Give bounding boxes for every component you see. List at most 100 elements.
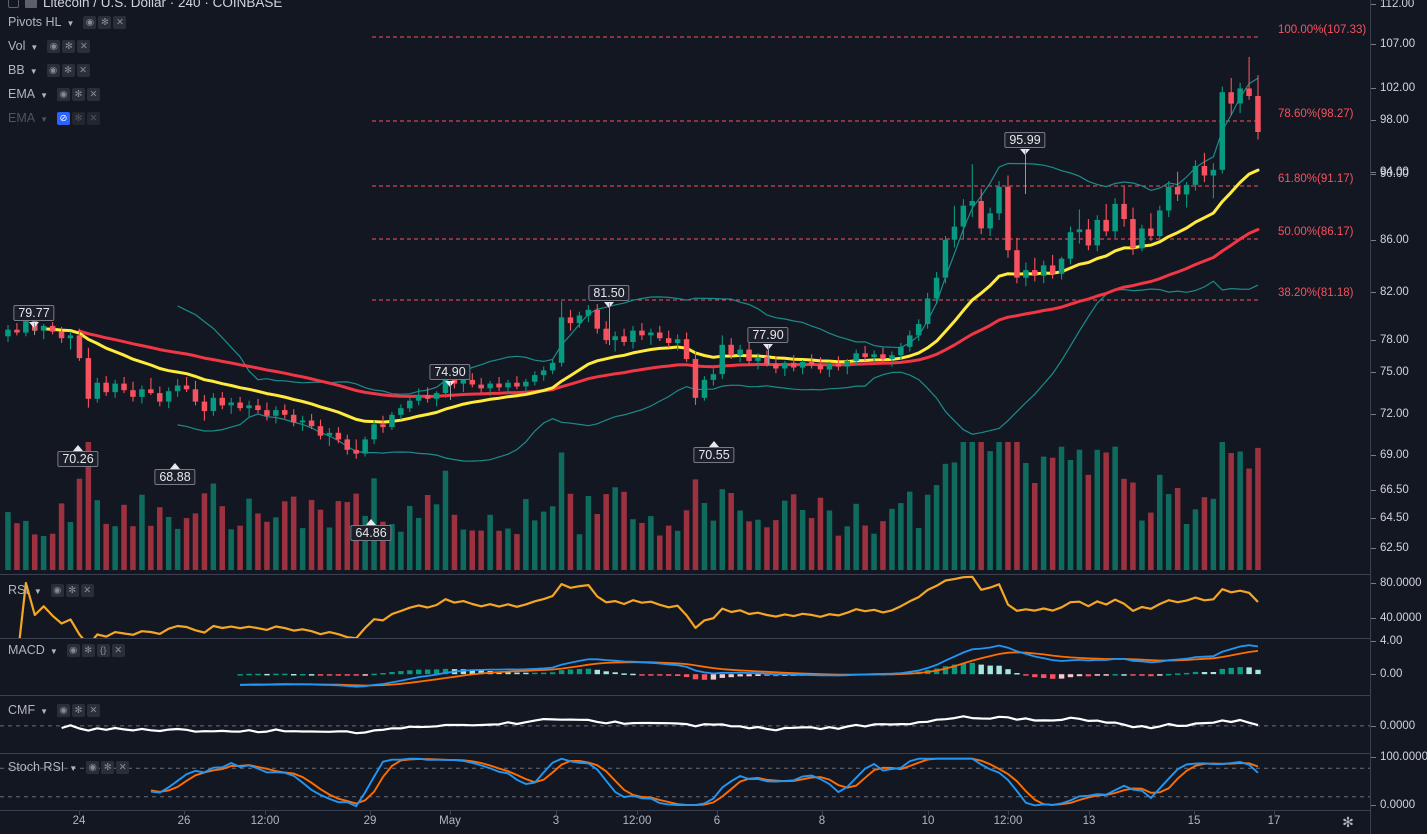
price-scale[interactable]: 112.00 107.00 102.00 98.00 94.00 90.00 86.00 82… (1370, 0, 1427, 834)
pivot-stem (1025, 150, 1026, 194)
price-axis-tick-label: 112.00 (1380, 0, 1415, 10)
legend-pivots-hl[interactable]: Pivots HL ▼ ◉ ✻ ✕ (8, 15, 127, 29)
eye-icon[interactable]: ◉ (57, 87, 71, 101)
legend-rsi[interactable]: RSI ▼ ◉ ✻ ✕ (8, 583, 94, 597)
chevron-down-icon[interactable]: ▼ (66, 18, 75, 28)
legend-stoch-rsi[interactable]: Stoch RSI ▼ ◉ ✻ ✕ (8, 760, 130, 774)
pane-separator[interactable] (0, 638, 1427, 639)
price-axis-tick-label: 62.50 (1380, 542, 1409, 554)
time-axis-tick-label: 12:00 (250, 815, 280, 827)
indicator-axis-tick: 0.0000 (1371, 720, 1427, 732)
pivot-marker-icon (170, 463, 180, 469)
eye-icon[interactable]: ◉ (46, 63, 60, 77)
price-axis-tick: 112.00 (1371, 0, 1427, 10)
price-axis-tick: 98.00 (1371, 114, 1427, 126)
time-axis-tick-label: May (439, 815, 461, 827)
time-axis-mark (822, 811, 823, 815)
close-icon[interactable]: ✕ (111, 643, 125, 657)
indicator-axis-tick-label: 80.0000 (1380, 577, 1422, 589)
time-axis-tick-label: 26 (177, 815, 191, 827)
legend-label: CMF (8, 703, 36, 717)
gear-icon[interactable]: ✻ (72, 111, 86, 125)
macd-chart-canvas (237, 644, 1261, 688)
fibonacci-level-label: 78.60%(98.27) (1278, 108, 1354, 120)
time-axis-mark (370, 811, 371, 815)
eye-icon[interactable]: ◉ (57, 703, 70, 717)
indicator-axis-tick: 4.00 (1371, 635, 1427, 647)
pane-separator[interactable] (0, 695, 1427, 696)
gear-icon[interactable]: ✻ (101, 760, 115, 774)
gear-icon[interactable]: ✻ (72, 703, 85, 717)
close-icon[interactable]: ✕ (116, 760, 130, 774)
eye-icon[interactable]: ◉ (83, 15, 97, 29)
chevron-down-icon[interactable]: ▼ (40, 90, 49, 100)
fibonacci-level-label: 61.80%(91.17) (1278, 173, 1354, 185)
gear-icon[interactable]: ✻ (62, 39, 76, 53)
gear-icon[interactable]: ✻ (81, 643, 95, 657)
checkbox-icon[interactable] (8, 0, 19, 8)
bollinger-upper-band (177, 77, 1259, 395)
price-axis-tick-label: 107.00 (1380, 38, 1416, 50)
pivot-price-label: 74.90 (429, 364, 471, 380)
close-icon[interactable]: ✕ (76, 63, 90, 77)
flag-icon (25, 0, 37, 8)
close-icon[interactable]: ✕ (87, 111, 101, 125)
pane-separator[interactable] (0, 574, 1427, 575)
time-axis-mark (1089, 811, 1090, 815)
gear-icon[interactable]: ✻ (98, 15, 112, 29)
price-axis-tick: 62.50 (1371, 542, 1427, 554)
eye-icon[interactable]: ◉ (47, 39, 61, 53)
close-icon[interactable]: ✕ (87, 87, 101, 101)
chevron-down-icon[interactable]: ▼ (29, 66, 38, 76)
pivot-price-label: 70.55 (693, 447, 735, 463)
eye-icon[interactable]: ◉ (86, 760, 100, 774)
pivot-stem (768, 345, 769, 365)
chevron-down-icon[interactable]: ▼ (69, 763, 78, 773)
chevron-down-icon[interactable]: ▼ (49, 646, 58, 656)
chart-settings-gear-icon[interactable]: ✻ (1342, 814, 1354, 830)
legend-bb[interactable]: BB ▼ ◉ ✻ ✕ (8, 63, 90, 77)
gear-icon[interactable]: ✻ (61, 63, 75, 77)
pivot-price-label: 81.50 (588, 285, 630, 301)
pivot-price-label: 79.77 (13, 305, 55, 321)
chevron-down-icon[interactable]: ▼ (30, 42, 39, 52)
eye-icon[interactable]: ◉ (50, 583, 64, 597)
stoch-rsi-d-line (150, 757, 1259, 807)
close-icon[interactable]: ✕ (87, 703, 100, 717)
chevron-down-icon[interactable]: ▼ (40, 706, 48, 716)
legend-vol[interactable]: Vol ▼ ◉ ✻ ✕ (8, 39, 91, 53)
indicator-axis-tick: 0.0000 (1371, 799, 1427, 811)
indicator-axis-tick-label: 100.0000 (1380, 751, 1427, 763)
fibonacci-level-label: 100.00%(107.33) (1278, 24, 1367, 36)
source-code-icon[interactable]: {} (96, 643, 110, 657)
legend-cmf[interactable]: CMF ▼ ◉ ✻ ✕ (8, 703, 100, 717)
price-axis-tick: 107.00 (1371, 38, 1427, 50)
eye-icon[interactable]: ◉ (66, 643, 80, 657)
price-axis-tick-label: 75.00 (1380, 366, 1409, 378)
price-axis-tick-label: 64.50 (1380, 512, 1409, 524)
price-axis-tick: 66.50 (1371, 484, 1427, 496)
price-axis-tick-label: 69.00 (1380, 449, 1409, 461)
time-scale[interactable]: ✻ 24 26 12:00 29 May 3 12:00 6 8 10 12:00 13 15 17 (0, 810, 1370, 834)
legend-macd[interactable]: MACD ▼ ◉ ✻ {} ✕ (8, 643, 125, 657)
legend-ema-2[interactable]: EMA ▼ ⊘ ✻ ✕ (8, 111, 101, 125)
legend-label: EMA (8, 111, 36, 125)
legend-ema-1[interactable]: EMA ▼ ◉ ✻ ✕ (8, 87, 101, 101)
chevron-down-icon[interactable]: ▼ (40, 114, 49, 124)
gear-icon[interactable]: ✻ (72, 87, 86, 101)
indicator-axis-tick-label: 0.0000 (1380, 720, 1416, 732)
close-icon[interactable]: ✕ (77, 39, 91, 53)
cmf-line (61, 715, 1259, 735)
time-axis-tick-label: 24 (72, 815, 86, 827)
pane-separator[interactable] (0, 753, 1427, 754)
price-axis-tick: 90.00 (1371, 168, 1427, 180)
time-axis-mark (79, 811, 80, 815)
macd-signal-line (240, 650, 1259, 687)
chevron-down-icon[interactable]: ▼ (33, 586, 42, 596)
close-icon[interactable]: ✕ (80, 583, 94, 597)
indicator-axis-tick-label: 4.00 (1380, 635, 1403, 647)
time-axis-tick-label: 8 (818, 815, 826, 827)
eye-off-icon[interactable]: ⊘ (57, 111, 71, 125)
close-icon[interactable]: ✕ (113, 15, 127, 29)
gear-icon[interactable]: ✻ (65, 583, 79, 597)
